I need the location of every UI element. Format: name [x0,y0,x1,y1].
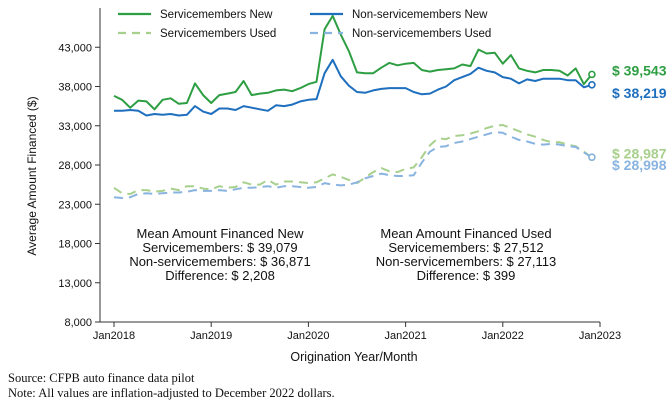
legend-label-servicemembers-new: Servicemembers New [160,9,273,21]
y-tick-label: 38,000 [58,82,92,94]
series-line-non-servicemembers-used [113,131,593,199]
legend: Servicemembers New Non-servicemembers Ne… [118,9,491,40]
x-tick-label: Jan2023 [579,330,621,342]
annotation-used-line-1: Servicemembers: $ 27,512 [388,240,543,255]
y-tick-label: 28,000 [58,160,92,172]
end-label-servicemembers-used: $ 28,987 [612,145,667,161]
y-tick-label: 13,000 [58,278,92,290]
x-tick-label: Jan2022 [482,330,524,342]
annotation-used-title: Mean Amount Financed Used [380,226,551,241]
y-tick-label: 33,000 [58,121,92,133]
chart-area: 8,000 13,000 18,000 23,000 28,000 33,000 38,00… [25,8,667,364]
end-markers [588,70,596,162]
x-tick-label: Jan2020 [287,330,329,342]
x-tick-label: Jan2018 [93,330,135,342]
annotation-new-line-1: Servicemembers: $ 39,079 [142,240,297,255]
x-tick-label: Jan2019 [190,330,232,342]
end-label-non-servicemembers-new: $ 38,219 [612,85,667,101]
series-line-servicemembers-used [113,124,593,195]
y-tick-label: 18,000 [58,239,92,251]
x-tick-label: Jan2021 [384,330,426,342]
annotation-used-line-3: Difference: $ 399 [417,268,516,283]
x-ticks: Jan2018 Jan2019 Jan2020 Jan2021 Jan2022 Jan20… [93,322,621,342]
y-tick-label: 43,000 [58,42,92,54]
y-tick-label: 23,000 [58,199,92,211]
end-marker-non-servicemembers-new [588,80,596,89]
legend-item-servicemembers-used: Servicemembers Used [118,28,276,40]
legend-item-non-servicemembers-used: Non-servicemembers Used [310,28,491,40]
annotation-used-line-2: Non-servicemembers: $ 27,113 [376,254,556,269]
end-label-servicemembers-new: $ 39,543 [612,62,667,78]
legend-label-servicemembers-used: Servicemembers Used [160,28,276,40]
annotation-mean-used: Mean Amount Financed Used Servicemembers… [376,226,556,283]
end-label-non-servicemembers-used: $ 28,998 [612,157,667,173]
series-line-non-servicemembers-new [114,58,593,117]
end-marker-servicemembers-new [588,70,596,79]
source-note: Source: CFPB auto finance data pilot [8,371,195,385]
annotation-new-title: Mean Amount Financed New [137,226,305,241]
series-lines [113,14,593,199]
x-axis-label: Origination Year/Month [290,350,417,364]
legend-label-non-servicemembers-new: Non-servicemembers New [352,9,488,21]
y-axis-label: Average Amount Financed ($) [25,96,39,255]
chart-notes: Source: CFPB auto finance data pilot Not… [8,371,335,401]
end-marker-non-servicemembers-used [588,153,596,161]
legend-item-non-servicemembers-new: Non-servicemembers New [310,9,488,21]
inflation-note: Note: All values are inflation-adjusted … [8,386,335,400]
end-labels: $ 39,543 $ 38,219 $ 28,987$ 28,998 [612,62,667,173]
legend-label-non-servicemembers-used: Non-servicemembers Used [352,28,491,40]
annotation-new-line-2: Non-servicemembers: $ 36,871 [129,254,310,269]
legend-item-servicemembers-new: Servicemembers New [118,9,273,21]
series-line-servicemembers-new [113,14,593,111]
y-ticks: 8,000 13,000 18,000 23,000 28,000 33,000 38,00… [58,42,100,329]
annotation-new-line-3: Difference: $ 2,208 [165,268,275,283]
y-tick-label: 8,000 [64,317,92,329]
annotation-mean-new: Mean Amount Financed New Servicemembers:… [129,226,310,283]
